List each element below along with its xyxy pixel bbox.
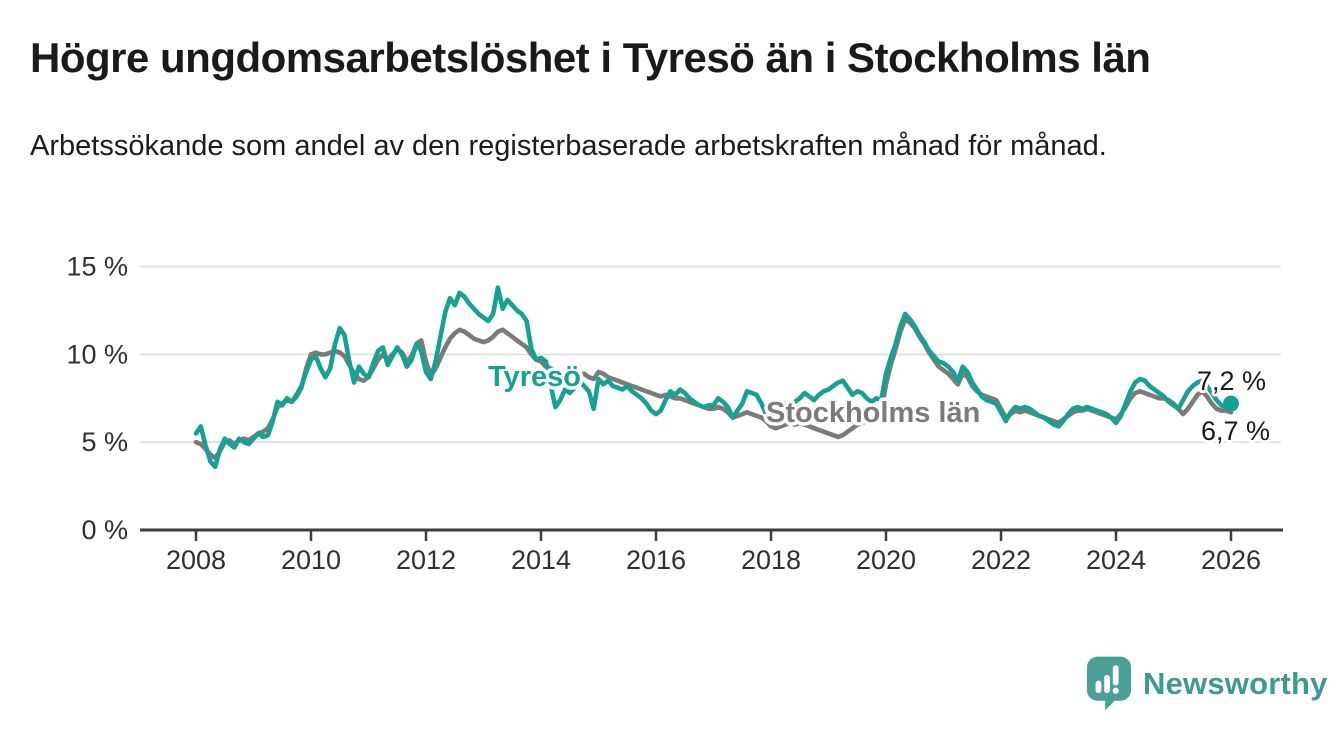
x-tick-label-2020: 2020	[856, 545, 916, 575]
x-tick-label-2024: 2024	[1086, 545, 1146, 575]
x-tick-label-2026: 2026	[1201, 545, 1261, 575]
brand-name: Newsworthy	[1143, 665, 1328, 701]
y-tick-label-0: 0 %	[81, 515, 128, 545]
x-tick-label-2008: 2008	[166, 545, 226, 575]
series-label-tyreso: Tyresö	[488, 361, 581, 393]
y-tick-label-10: 10 %	[66, 339, 128, 369]
series-label-stockholm: Stockholms län	[766, 397, 980, 429]
x-tick-label-2012: 2012	[396, 545, 456, 575]
series-line-stockholm	[193, 317, 1234, 461]
x-tick-label-2018: 2018	[741, 545, 801, 575]
latest-point-marker	[1223, 395, 1239, 412]
series-line-tyreso	[193, 285, 1234, 470]
chart-subtitle: Arbetssökande som andel av den registerb…	[30, 130, 1107, 162]
value-label-tyreso: 7,2 %	[1197, 366, 1266, 396]
x-tick-label-2014: 2014	[511, 545, 571, 575]
x-tick-label-2016: 2016	[626, 545, 686, 575]
value-label-stockholm: 6,7 %	[1201, 416, 1270, 446]
x-tick-label-2022: 2022	[971, 545, 1031, 575]
bar-chart-speech-bubble-icon	[1086, 656, 1132, 711]
series-lines	[193, 285, 1234, 470]
x-axis: 2008 2010 2012 2014 2016 2018 2020 2022 2024 2026…	[66, 252, 1283, 575]
y-tick-label-5: 5 %	[81, 427, 128, 457]
y-tick-label-15: 15 %	[66, 252, 128, 282]
newsworthy-logo: Newsworthy	[1086, 655, 1328, 712]
x-tick-label-2010: 2010	[281, 545, 341, 575]
page-title: Högre ungdomsarbetslöshet i Tyresö än i …	[30, 34, 1151, 81]
